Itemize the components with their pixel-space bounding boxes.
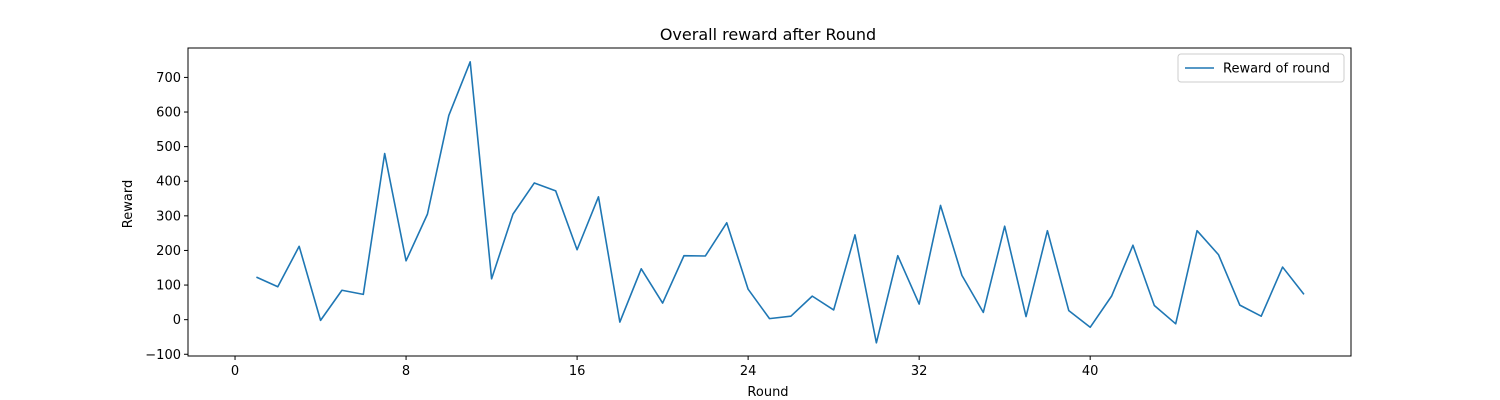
y-axis: −100 0 100 200 300 400 500 600 700 [145,71,188,363]
x-tick-label: 40 [1082,364,1099,379]
y-tick-label: 300 [156,209,181,224]
y-tick-label: 600 [156,106,181,121]
legend: Reward of round [1177,53,1345,83]
y-tick-label: −100 [145,348,181,363]
x-tick-label: 8 [402,364,410,379]
x-axis: 0 8 16 24 32 40 [231,356,1099,379]
y-tick-label: 100 [156,279,181,294]
y-tick-label: 0 [173,313,181,328]
plot-area [187,47,1352,357]
series-line-0 [256,61,1305,344]
legend-label: Reward of round [1223,62,1330,77]
y-axis-title: Reward [121,180,136,228]
chart-title: Overall reward after Round [660,25,876,44]
x-tick-label: 16 [569,364,586,379]
x-tick-label: 32 [911,364,928,379]
legend-box [1177,53,1345,83]
y-tick-label: 200 [156,244,181,259]
y-tick-label: 700 [156,71,181,86]
x-tick-label: 0 [231,364,239,379]
y-tick-label: 500 [156,140,181,155]
y-tick-label: 400 [156,175,181,190]
x-axis-title: Round [747,385,788,400]
plot-frame [187,47,1352,357]
x-tick-label: 24 [740,364,757,379]
